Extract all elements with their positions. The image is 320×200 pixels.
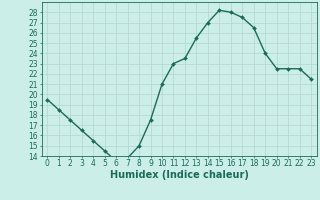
- X-axis label: Humidex (Indice chaleur): Humidex (Indice chaleur): [110, 170, 249, 180]
